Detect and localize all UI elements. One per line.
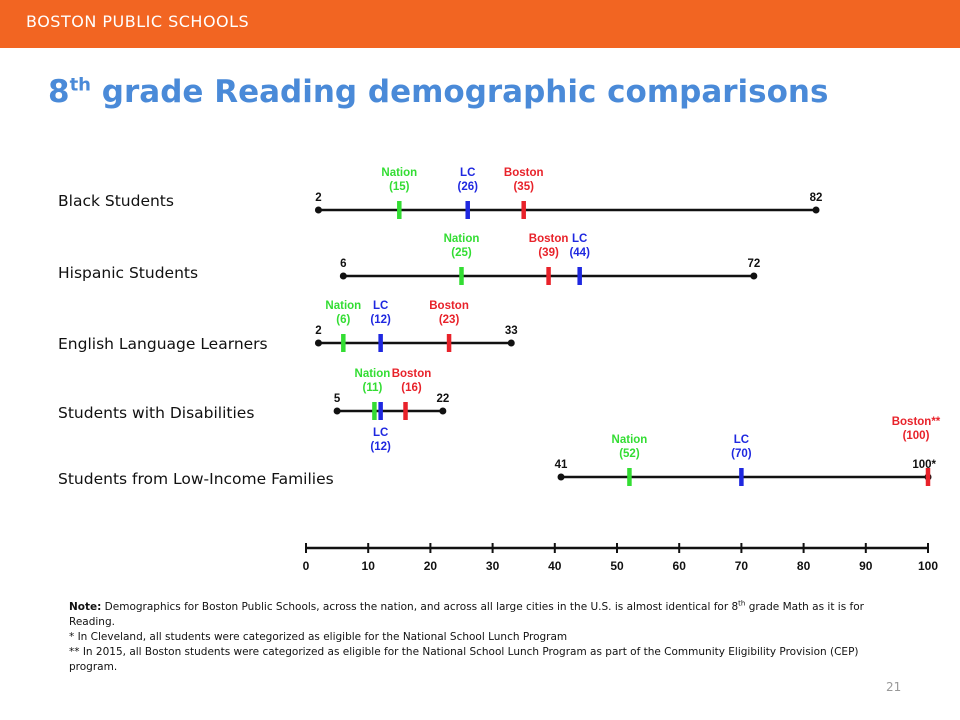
row-2-min-dot [314, 339, 322, 347]
row-0-boston-value-label: (35) [513, 181, 534, 193]
x-tick-label-0: 0 [303, 559, 310, 573]
row-4-boston-value-label: (100) [903, 430, 930, 442]
row-4-nation-value-label: (52) [619, 448, 640, 460]
row-4-min-dot [557, 473, 565, 481]
row-0-max-dot [812, 206, 820, 214]
row-0-nation-name-label: Nation [381, 167, 417, 179]
row-0-min-dot [314, 206, 322, 214]
row-2-nation-value-label: (6) [336, 314, 350, 326]
footnote-cleveland: * In Cleveland, all students were catego… [69, 631, 568, 643]
slide-title: 8th grade Reading demographic comparison… [48, 74, 828, 110]
title-rest: grade Reading demographic comparisons [91, 74, 829, 110]
row-2-lc-name-label: LC [373, 300, 388, 312]
row-2-max-label: 33 [505, 325, 518, 337]
row-2-lc-value-label: (12) [370, 314, 391, 326]
header-bar [0, 0, 960, 48]
x-tick-label-10: 10 [362, 559, 376, 573]
row-3-max-label: 22 [436, 393, 449, 405]
row-4-min-label: 41 [555, 459, 568, 471]
row-1-min-label: 6 [340, 258, 346, 270]
row-0-nation-value-label: (15) [389, 181, 410, 193]
row-0-min-label: 2 [315, 192, 321, 204]
notes: Note: Demographics for Boston Public Sch… [69, 600, 869, 675]
row-0-lc-value-label: (26) [457, 181, 478, 193]
row-1-min-dot [339, 272, 347, 280]
range-chart: 0 10 20 30 40 50 60 70 80 90 100 2 82 Nation (15) LC (26… [303, 167, 941, 573]
note-text: Note: Demographics for Boston Public Sch… [69, 600, 869, 630]
org-name: BOSTON PUBLIC SCHOOLS [26, 12, 250, 31]
note-label: Note: [69, 601, 102, 613]
row-3-min-dot [333, 407, 341, 415]
row-2-boston-name-label: Boston [429, 300, 469, 312]
row-2-nation-name-label: Nation [325, 300, 361, 312]
title-main: 8 [48, 74, 70, 110]
row-3-lc-name-label: LC [373, 427, 388, 439]
row-1-nation-value-label: (25) [451, 247, 472, 259]
row-label-low-income-families: Students from Low-Income Families [58, 470, 334, 488]
row-0-lc-name-label: LC [460, 167, 475, 179]
row-2-max-dot [507, 339, 515, 347]
row-1-max-label: 72 [747, 258, 760, 270]
row-1-lc-name-label: LC [572, 233, 587, 245]
title-superscript: th [69, 74, 91, 96]
note-part-1: Demographics for Boston Public Schools, … [101, 601, 739, 613]
row-2-min-label: 2 [315, 325, 321, 337]
page-number: 21 [886, 680, 902, 694]
x-tick-label-80: 80 [797, 559, 811, 573]
x-tick-label-90: 90 [859, 559, 873, 573]
row-3-boston-name-label: Boston [392, 368, 432, 380]
row-1-boston-value-label: (39) [538, 247, 559, 259]
row-0-boston-name-label: Boston [504, 167, 544, 179]
row-label-hispanic-students: Hispanic Students [58, 264, 199, 282]
row-label-black-students: Black Students [58, 192, 174, 210]
x-tick-label-50: 50 [610, 559, 624, 573]
row-3-nation-value-label: (11) [363, 382, 383, 394]
row-label-students-with-disabilities: Students with Disabilities [58, 404, 255, 422]
row-4-max-label: 100* [912, 459, 936, 471]
row-1-lc-value-label: (44) [569, 247, 590, 259]
x-tick-label-100: 100 [918, 559, 938, 573]
row-4-nation-name-label: Nation [612, 434, 648, 446]
row-1-nation-name-label: Nation [444, 233, 480, 245]
x-tick-label-40: 40 [548, 559, 562, 573]
row-3-nation-name-label: Nation [355, 368, 391, 380]
x-tick-label-70: 70 [735, 559, 749, 573]
row-1-boston-name-label: Boston [529, 233, 569, 245]
row-3-lc-value-label: (12) [370, 441, 391, 453]
footnote-boston-cep: ** In 2015, all Boston students were cat… [69, 646, 859, 673]
note-part-2: grade Math as it is for Reading. [69, 601, 864, 628]
row-4-boston-name-label: Boston** [892, 416, 941, 428]
row-3-max-dot [439, 407, 447, 415]
x-tick-label-20: 20 [424, 559, 438, 573]
row-label-english-language-learners: English Language Learners [58, 335, 268, 353]
row-4-lc-value-label: (70) [731, 448, 752, 460]
x-tick-label-30: 30 [486, 559, 500, 573]
row-2-boston-value-label: (23) [439, 314, 460, 326]
row-3-min-label: 5 [334, 393, 341, 405]
row-4-lc-name-label: LC [734, 434, 749, 446]
row-3-boston-value-label: (16) [401, 382, 422, 394]
row-1-max-dot [750, 272, 758, 280]
x-tick-label-60: 60 [673, 559, 687, 573]
row-0-max-label: 82 [810, 192, 823, 204]
note-superscript: th [738, 599, 746, 608]
